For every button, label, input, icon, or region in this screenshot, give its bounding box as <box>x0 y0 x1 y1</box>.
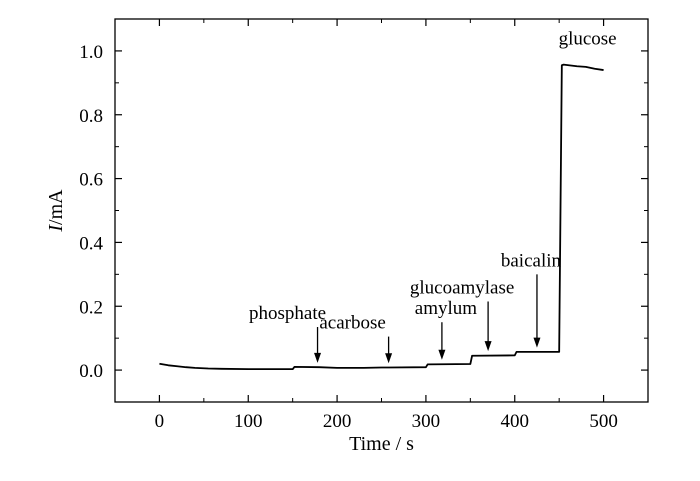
x-axis-title: Time / s <box>349 433 414 455</box>
phosphate-annotation-label: phosphate <box>249 303 326 324</box>
y-tick-label: 0.6 <box>79 170 103 191</box>
x-axis-title-text: Time / s <box>349 433 414 455</box>
y-axis-title-symbol: I <box>45 224 67 233</box>
baicalin-arrowhead <box>533 337 541 348</box>
glucoamylase-annotation-label: glucoamylase <box>410 277 514 298</box>
y-axis-title-unit: /mA <box>45 189 67 225</box>
x-tick-label: 0 <box>155 411 165 432</box>
y-tick-label: 0.4 <box>79 233 103 254</box>
x-tick-label: 400 <box>501 411 530 432</box>
amylum-annotation-label: amylum <box>415 298 477 319</box>
phosphate-arrowhead <box>314 352 322 363</box>
y-tick-label: 0.8 <box>79 106 103 127</box>
series-layer <box>159 63 604 371</box>
amylum-arrowhead <box>438 349 446 360</box>
x-tick-label: 100 <box>234 411 263 432</box>
y-axis-title: I/mA <box>45 189 67 233</box>
x-tick-label: 200 <box>323 411 352 432</box>
series-line <box>159 63 604 371</box>
glucoamylase-arrowhead <box>484 341 492 352</box>
y-tick-label: 0.2 <box>79 297 103 318</box>
ticks-layer: 0 100 200 300 400 500 0.0 0.2 0.4 0.6 0.8 1.0 <box>79 19 648 432</box>
acarbose-annotation-label: acarbose <box>319 313 385 334</box>
baicalin-annotation-label: baicalin <box>501 250 562 271</box>
y-tick-label: 1.0 <box>79 42 103 63</box>
x-tick-label: 500 <box>589 411 618 432</box>
x-tick-label: 300 <box>412 411 441 432</box>
glucose-annotation-label: glucose <box>559 29 617 50</box>
y-tick-label: 0.0 <box>79 361 103 382</box>
plot-frame <box>114 18 649 403</box>
acarbose-arrowhead <box>385 353 393 364</box>
